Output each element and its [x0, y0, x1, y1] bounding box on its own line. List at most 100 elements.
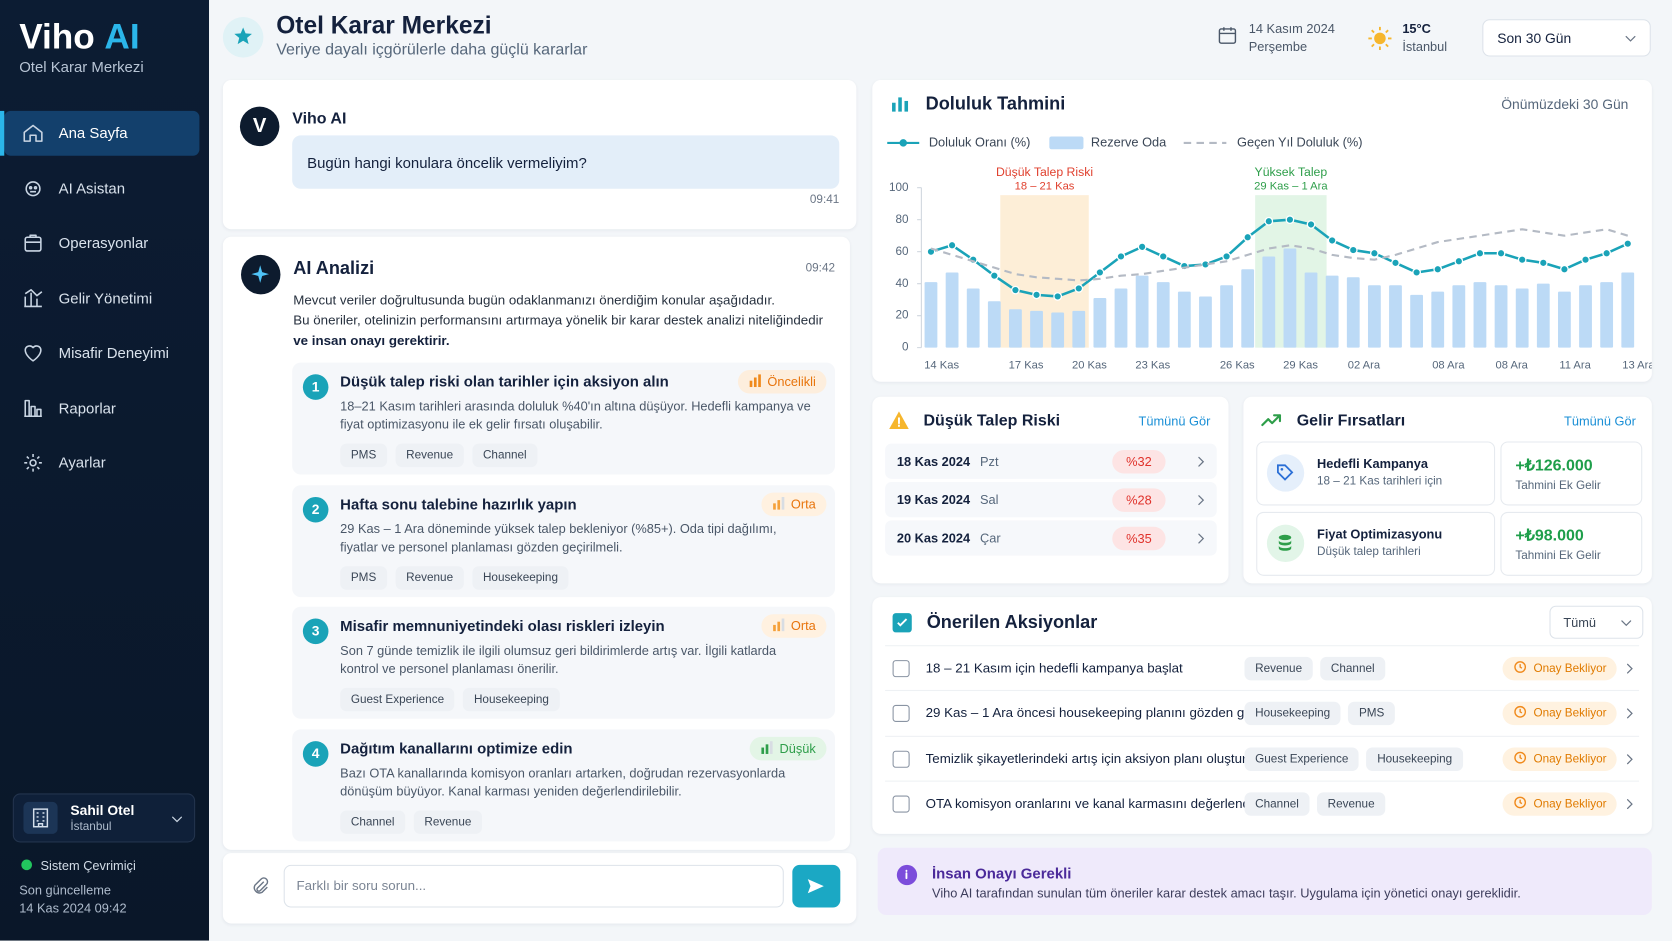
- action-checkbox[interactable]: [892, 660, 910, 678]
- bar: [1367, 285, 1381, 348]
- tag: Revenue: [1244, 656, 1313, 681]
- question-bubble: [292, 135, 840, 189]
- occupancy-point: [1538, 258, 1548, 268]
- nav-icon[interactable]: [21, 122, 44, 145]
- attach-icon[interactable]: [250, 876, 271, 897]
- actions-check: [895, 615, 910, 630]
- send-icon[interactable]: [805, 876, 826, 897]
- opportunity-amount: +₺126.000: [1515, 456, 1593, 475]
- nav-icon[interactable]: [21, 287, 44, 310]
- nav-item[interactable]: AI Asistan: [58, 179, 126, 197]
- priority-badge: Orta: [761, 492, 827, 517]
- nav-icon[interactable]: [21, 231, 44, 254]
- row-divider: [885, 689, 1640, 692]
- item-title: Düşük talep riski olan tarihler için aks…: [340, 372, 669, 390]
- legend-label: Doluluk Oranı (%): [929, 134, 1031, 149]
- sun-icon: [1366, 25, 1394, 53]
- tag: PMS: [340, 566, 387, 590]
- send-icon-glyph: [807, 879, 824, 894]
- nav-item[interactable]: Ayarlar: [58, 453, 106, 471]
- period-select[interactable]: [1482, 19, 1651, 57]
- revenue-link[interactable]: Tümünü Gör: [1564, 413, 1636, 429]
- occupancy-point: [1137, 242, 1147, 252]
- occupancy-point: [1496, 248, 1506, 258]
- nav-item[interactable]: Misafir Deneyimi: [58, 344, 169, 362]
- chevron[interactable]: [1622, 706, 1637, 721]
- status-label: Onay Bekliyor: [1533, 707, 1607, 720]
- occupancy-point: [1264, 216, 1274, 226]
- chevron-down-glyph: [172, 816, 182, 823]
- chevron[interactable]: [1622, 661, 1637, 676]
- chevron[interactable]: [1622, 797, 1637, 812]
- actions-filter-label[interactable]: Tümü: [1563, 615, 1597, 631]
- low-demand-link[interactable]: Tümünü Gör: [1138, 413, 1211, 429]
- nav-icon[interactable]: [21, 451, 44, 474]
- occupancy-point: [1158, 252, 1168, 261]
- analysis-icon: [248, 262, 271, 285]
- priority: Orta: [790, 618, 816, 634]
- analysis-time: 09:42: [805, 261, 835, 275]
- nav-icon[interactable]: [21, 341, 44, 364]
- chevron[interactable]: [1193, 531, 1208, 546]
- temperature: 15°C: [1402, 21, 1431, 37]
- tag: Guest Experience: [340, 687, 455, 712]
- priority: Orta: [790, 496, 816, 512]
- occupancy-point: [947, 240, 957, 250]
- nav-item[interactable]: Raporlar: [58, 399, 116, 417]
- chevron[interactable]: [1193, 454, 1208, 469]
- occupancy-point: [1285, 215, 1295, 225]
- priority-icon: [760, 740, 773, 757]
- nav-item[interactable]: Operasyonlar: [58, 234, 149, 252]
- action-checkbox[interactable]: [892, 795, 910, 813]
- nav-item[interactable]: Ana Sayfa: [58, 124, 128, 142]
- warning-icon-glyph: [889, 411, 909, 429]
- intro-bold: ve insan onayı gerektirir.: [293, 333, 450, 349]
- warning-icon: [887, 408, 910, 431]
- priority-badge: Orta: [761, 614, 827, 638]
- nav-icon[interactable]: [21, 177, 44, 200]
- trend-icon-glyph: [1261, 414, 1282, 427]
- actions-filter[interactable]: [1549, 605, 1644, 639]
- period[interactable]: Son 30 Gün: [1497, 30, 1572, 47]
- chevron-glyph: [1198, 533, 1205, 544]
- opportunity-value-box: [1500, 441, 1643, 506]
- tag: Guest Experience: [1244, 747, 1360, 772]
- chevron-down[interactable]: [170, 812, 185, 827]
- notice-icon-glyph: [905, 869, 908, 880]
- chevron-down[interactable]: [1619, 615, 1634, 630]
- chevron[interactable]: [1193, 493, 1208, 508]
- y-tick-label: 0: [902, 341, 909, 354]
- chevron-down[interactable]: [1623, 31, 1638, 46]
- city: İstanbul: [1402, 39, 1448, 55]
- chevron-down-glyph: [1621, 620, 1632, 627]
- action-checkbox[interactable]: [892, 750, 910, 768]
- tag: Revenue: [395, 566, 464, 590]
- chevron[interactable]: [1622, 752, 1637, 767]
- tag: Channel: [340, 810, 406, 834]
- occupancy-point: [1222, 252, 1231, 261]
- nav-item[interactable]: Gelir Yönetimi: [58, 289, 153, 307]
- action-checkbox[interactable]: [892, 704, 910, 722]
- x-tick-label: 14 Kas: [924, 360, 959, 372]
- chart-title: Doluluk Tahmini: [925, 93, 1066, 114]
- low-demand-title: Düşük Talep Riski: [923, 411, 1061, 430]
- occupancy-point: [1348, 245, 1358, 255]
- chevron-down-glyph: [1625, 35, 1636, 42]
- risk-rate: %28: [1112, 488, 1166, 512]
- actions-check-glyph: [897, 618, 908, 627]
- opportunity-description: 18 – 21 Kas tarihleri için: [1317, 474, 1443, 488]
- bar: [1325, 275, 1339, 348]
- revenue-title: Gelir Fırsatları: [1296, 411, 1406, 430]
- input-placeholder[interactable]: Farklı bir soru sorun...: [296, 878, 427, 894]
- calendar-icon: [1217, 25, 1238, 46]
- bar: [1114, 288, 1128, 348]
- nav-icon[interactable]: [21, 397, 44, 420]
- x-tick-label: 20 Kas: [1072, 360, 1107, 372]
- occupancy-point: [1032, 290, 1041, 300]
- x-tick-label: 08 Ara: [1432, 360, 1465, 372]
- chat-input[interactable]: [283, 864, 784, 908]
- chevron-glyph: [1626, 708, 1633, 719]
- intro-line: Bu öneriler, otelinizin performansını ar…: [293, 312, 824, 328]
